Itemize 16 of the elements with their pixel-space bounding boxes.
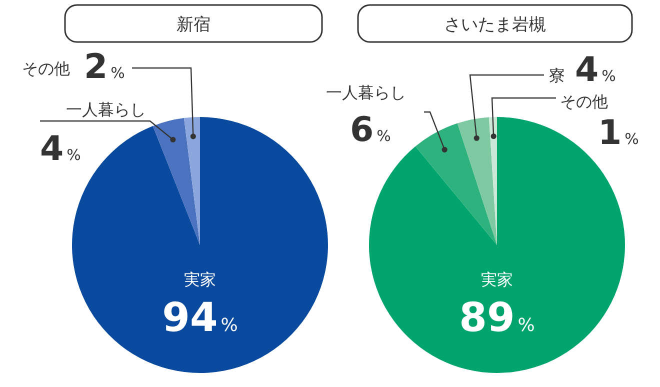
data-label: 4%	[40, 129, 81, 169]
data-label: 6%	[350, 110, 391, 150]
data-label: 1%	[598, 113, 639, 153]
data-label: 2%	[84, 47, 125, 87]
slice-label: その他	[22, 59, 70, 78]
data-label: 4%	[575, 50, 616, 90]
slice-label: 実家	[481, 270, 513, 289]
data-label: 94%	[162, 295, 238, 341]
slice-label: 実家	[184, 270, 216, 289]
slice-label: 一人暮らし	[326, 83, 406, 102]
slice-label: 寮	[549, 66, 565, 85]
slice-label: その他	[560, 92, 608, 111]
chart-title: 新宿	[176, 15, 210, 35]
data-label: 89%	[459, 295, 535, 341]
slice-label: 一人暮らし	[66, 100, 146, 119]
chart-title: さいたま岩槻	[444, 15, 546, 35]
